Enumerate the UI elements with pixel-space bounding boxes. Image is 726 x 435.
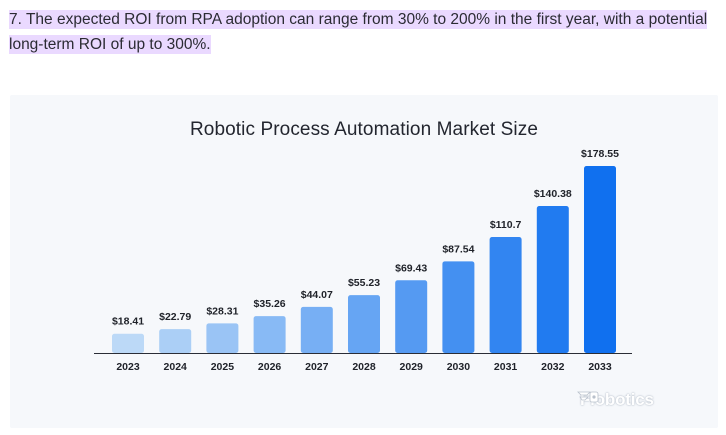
tick-label-2030: 2030 (447, 361, 471, 373)
bar-2033 (584, 166, 616, 353)
data-label-2033: $178.55 (581, 148, 619, 160)
flobotics-logo: Flobotics (576, 389, 654, 411)
bar-2031 (489, 237, 522, 353)
data-label-2023: $18.41 (112, 316, 144, 328)
bar-2032 (536, 205, 569, 353)
data-label-2030: $87.54 (442, 243, 474, 255)
data-label-2031: $110.7 (490, 219, 522, 231)
bar-2028 (348, 295, 380, 353)
data-label-2024: $22.79 (159, 311, 191, 323)
tick-label-2031: 2031 (494, 361, 518, 373)
data-label-2032: $140.38 (534, 188, 572, 200)
tick-label-2028: 2028 (352, 361, 376, 373)
tick-label-2026: 2026 (258, 361, 282, 373)
tick-label-2033: 2033 (588, 361, 612, 373)
bar-2027 (300, 306, 333, 353)
roi-paragraph: 7. The expected ROI from RPA adoption ca… (9, 7, 721, 57)
tick-label-2025: 2025 (211, 361, 235, 373)
data-label-2026: $35.26 (254, 298, 286, 310)
bar-2029 (395, 280, 428, 353)
chart-plot: $18.41 2023 $22.79 2024 $28.31 2025 $35.26 2026… (94, 148, 632, 373)
market-size-chart: Robotic Process Automation Market Size $… (10, 95, 718, 428)
tick-label-2027: 2027 (305, 361, 329, 373)
bar-2025 (206, 323, 239, 353)
data-label-2027: $44.07 (301, 289, 333, 301)
tick-label-2023: 2023 (116, 361, 140, 373)
tick-label-2024: 2024 (164, 361, 188, 373)
bar-2030 (442, 261, 475, 353)
data-label-2028: $55.23 (348, 277, 380, 289)
data-label-2025: $28.31 (206, 305, 238, 317)
data-label-2029: $69.43 (395, 262, 427, 274)
bar-2024 (159, 329, 192, 353)
tick-label-2029: 2029 (400, 361, 424, 373)
bar-2023 (112, 333, 144, 353)
bar-2026 (253, 316, 286, 353)
roi-paragraph-text: 7. The expected ROI from RPA adoption ca… (9, 10, 708, 54)
tick-label-2032: 2032 (541, 361, 565, 373)
flobotics-logo-text: Flobotics (580, 390, 654, 409)
chart-title: Robotic Process Automation Market Size (189, 119, 539, 140)
